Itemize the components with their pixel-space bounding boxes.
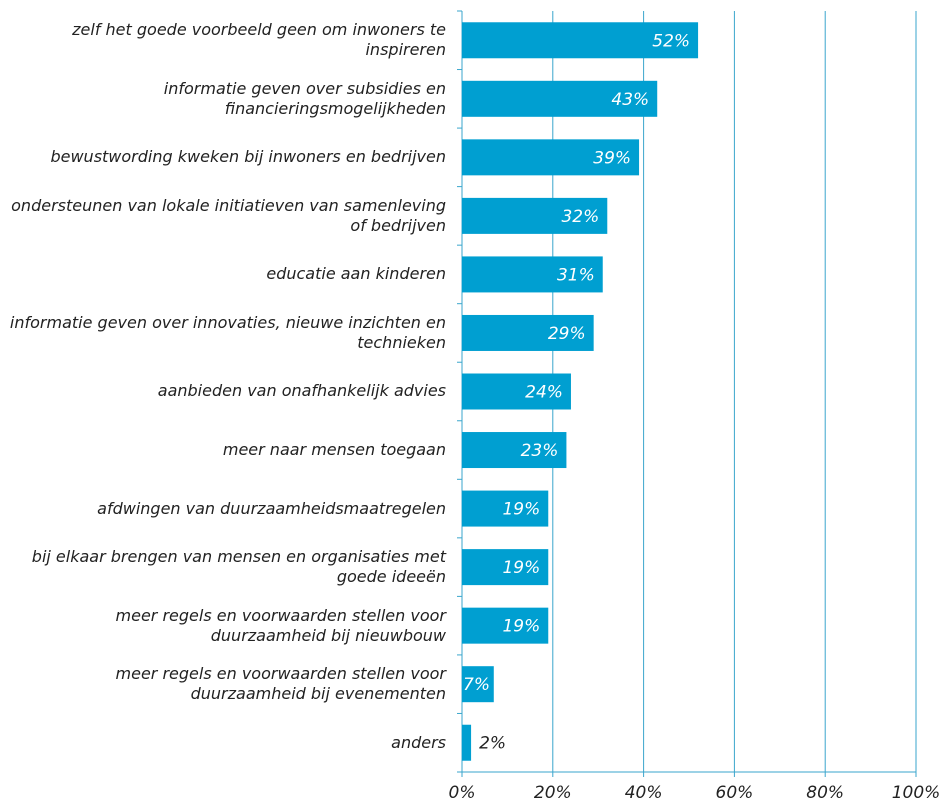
bar xyxy=(462,80,658,117)
category-label: zelf het goede voorbeeld geen om inwoner… xyxy=(0,11,446,70)
bar xyxy=(462,139,640,176)
category-text: bewustwording kweken bij inwoners en bed… xyxy=(50,147,446,167)
value-label: 23% xyxy=(521,441,559,461)
category-label: anders xyxy=(0,713,446,772)
x-tick-label: 80% xyxy=(806,783,844,803)
x-tick-label: 100% xyxy=(892,783,941,803)
category-label: bewustwording kweken bij inwoners en bed… xyxy=(0,128,446,187)
category-text: bij elkaar brengen van mensen en organis… xyxy=(31,547,446,587)
category-text: aanbieden van onafhankelijk advies xyxy=(157,381,446,401)
category-label: meer regels en voorwaarden stellen voor … xyxy=(0,596,446,655)
category-text: meer naar mensen toegaan xyxy=(222,440,446,460)
bar xyxy=(462,22,699,59)
category-label: informatie geven over subsidies en finan… xyxy=(0,70,446,129)
bar xyxy=(462,490,549,527)
value-label: 29% xyxy=(548,324,586,344)
bar xyxy=(462,607,549,644)
bar xyxy=(462,197,608,234)
value-label: 19% xyxy=(502,500,540,520)
value-label: 19% xyxy=(502,617,540,637)
category-text: meer regels en voorwaarden stellen voor … xyxy=(115,605,446,645)
category-text: zelf het goede voorbeeld geen om inwoner… xyxy=(72,20,446,60)
category-text: afdwingen van duurzaamheidsmaatregelen xyxy=(97,498,446,518)
category-text: anders xyxy=(391,732,446,752)
value-label: 19% xyxy=(502,558,540,578)
category-label: meer regels en voorwaarden stellen voor … xyxy=(0,655,446,714)
bar xyxy=(462,373,571,410)
value-label: 43% xyxy=(611,90,649,110)
bar xyxy=(462,549,549,586)
category-label: afdwingen van duurzaamheidsmaatregelen xyxy=(0,479,446,538)
value-label: 32% xyxy=(561,207,599,227)
category-text: informatie geven over innovaties, nieuwe… xyxy=(9,312,446,352)
x-tick-label: 0% xyxy=(449,783,476,803)
category-label: educatie aan kinderen xyxy=(0,245,446,304)
bar xyxy=(462,724,472,761)
value-label: 7% xyxy=(463,675,490,695)
x-tick-label: 60% xyxy=(716,783,754,803)
category-text: meer regels en voorwaarden stellen voor … xyxy=(115,664,446,704)
x-tick-label: 40% xyxy=(625,783,663,803)
category-label: aanbieden van onafhankelijk advies xyxy=(0,362,446,421)
bar xyxy=(462,314,594,351)
value-label: 2% xyxy=(479,734,506,754)
category-label: meer naar mensen toegaan xyxy=(0,421,446,480)
category-label: informatie geven over innovaties, nieuwe… xyxy=(0,304,446,363)
category-text: educatie aan kinderen xyxy=(266,264,446,284)
category-text: ondersteunen van lokale initiatieven van… xyxy=(11,195,446,235)
bar xyxy=(462,256,603,293)
category-text: informatie geven over subsidies en finan… xyxy=(163,78,446,118)
value-label: 39% xyxy=(593,148,631,168)
bar xyxy=(462,432,567,469)
x-tick-label: 20% xyxy=(534,783,572,803)
value-label: 24% xyxy=(525,383,563,403)
value-label: 31% xyxy=(557,265,595,285)
category-label: bij elkaar brengen van mensen en organis… xyxy=(0,538,446,597)
value-label: 52% xyxy=(652,31,690,51)
bar xyxy=(462,666,494,703)
category-label: ondersteunen van lokale initiatieven van… xyxy=(0,187,446,246)
